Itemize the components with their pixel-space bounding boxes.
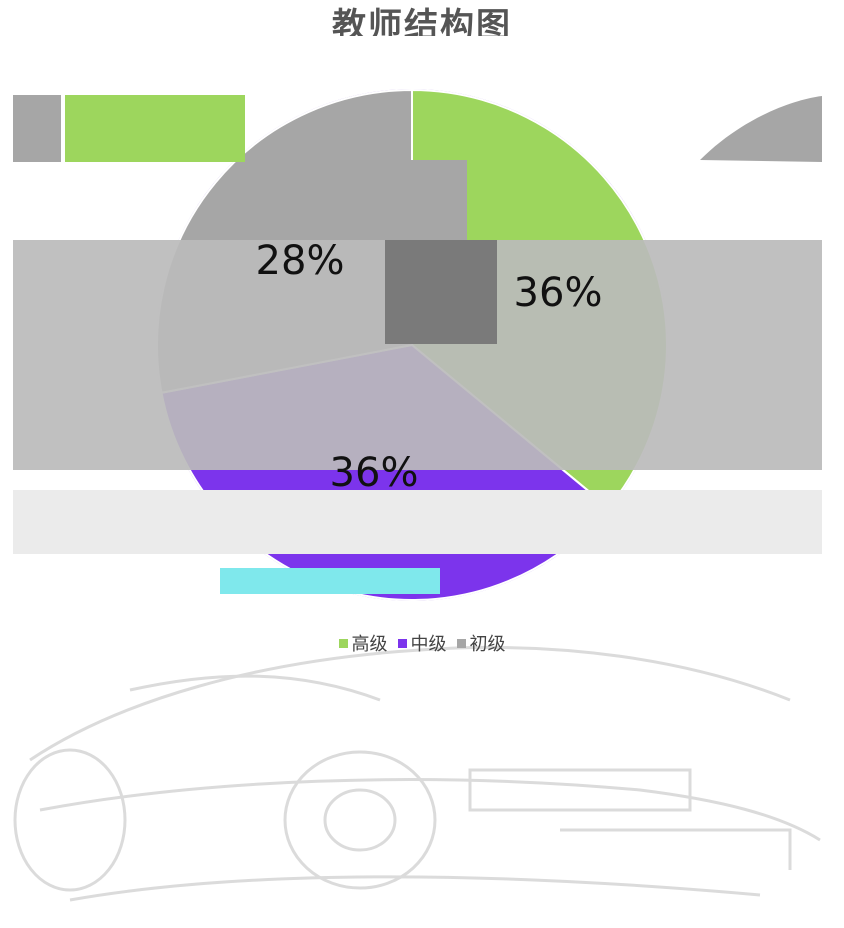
pie-label-intermediate: 36% bbox=[330, 450, 419, 496]
legend-swatch-intermediate bbox=[397, 638, 407, 648]
legend-item-junior: 初级 bbox=[456, 630, 506, 656]
legend-item-senior: 高级 bbox=[338, 630, 388, 656]
legend-swatch-junior bbox=[456, 638, 466, 648]
legend-label-intermediate: 中级 bbox=[410, 634, 447, 655]
legend-label-junior: 初级 bbox=[469, 634, 506, 655]
pie-label-junior: 28% bbox=[256, 238, 345, 284]
chart-legend: 高级 中级 初级 bbox=[0, 630, 844, 656]
car-sketch-background bbox=[13, 645, 821, 902]
chart-title-text: 教师结构图 bbox=[332, 6, 512, 36]
legend-swatch-senior bbox=[338, 638, 348, 648]
overlay-strips bbox=[13, 95, 822, 594]
legend-label-senior: 高级 bbox=[351, 634, 388, 655]
chart-title: 教师结构图 bbox=[0, 0, 844, 36]
legend-item-intermediate: 中级 bbox=[397, 630, 447, 656]
pie-label-senior: 36% bbox=[514, 270, 603, 316]
